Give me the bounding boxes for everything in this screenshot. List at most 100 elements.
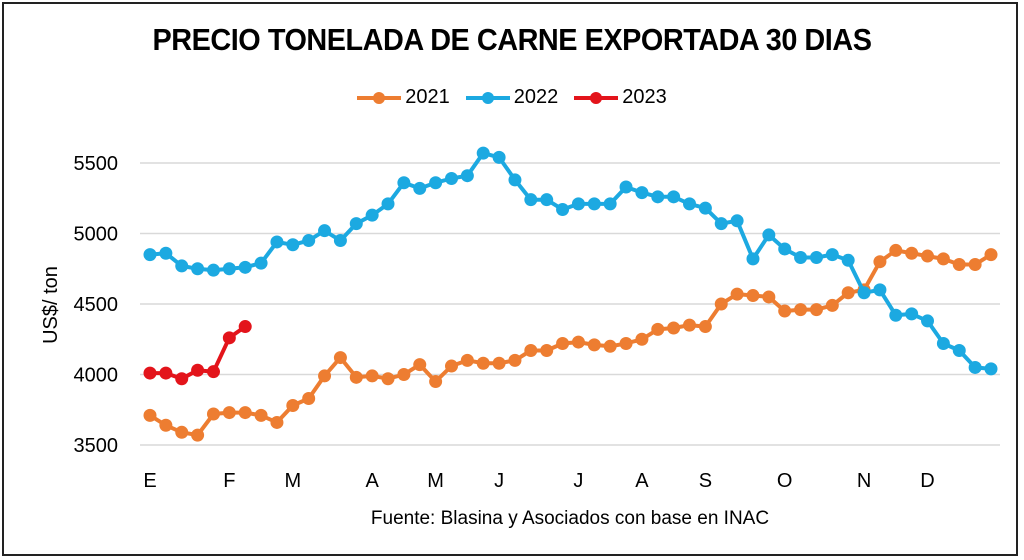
data-point-2021: [476, 356, 490, 370]
data-point-2022: [333, 234, 347, 248]
legend-label-2023: 2023: [622, 86, 667, 108]
y-tick-label: 3500: [74, 435, 119, 457]
data-point-2022: [270, 235, 284, 249]
data-point-2021: [191, 428, 205, 442]
data-point-2022: [841, 253, 855, 267]
data-point-2022: [746, 252, 760, 266]
series-2021: [143, 243, 998, 442]
data-point-2021: [460, 353, 474, 367]
data-point-2022: [873, 283, 887, 297]
gridlines: [140, 162, 1000, 446]
data-point-2021: [397, 368, 411, 381]
x-tick-label: J: [573, 470, 583, 492]
data-point-2021: [413, 358, 427, 372]
data-point-2023: [159, 366, 173, 380]
data-point-2022: [635, 186, 649, 200]
data-point-2021: [651, 322, 665, 336]
data-point-2022: [809, 250, 823, 264]
data-point-2022: [349, 217, 363, 231]
data-point-2022: [889, 308, 903, 322]
data-point-2021: [524, 344, 538, 358]
legend: 2021 2022 2023: [0, 86, 1024, 109]
data-point-2022: [984, 362, 998, 376]
data-point-2022: [429, 176, 443, 190]
data-point-2021: [238, 406, 252, 420]
series-group: [143, 146, 998, 442]
data-point-2022: [603, 197, 617, 211]
data-point-2022: [206, 263, 220, 277]
data-point-2021: [444, 359, 458, 373]
data-point-2022: [524, 193, 538, 207]
legend-label-2021: 2021: [405, 86, 450, 108]
data-point-2022: [302, 234, 316, 248]
x-tick-label: N: [857, 470, 871, 492]
data-point-2021: [794, 303, 808, 317]
legend-marker-2022: [465, 88, 510, 108]
data-point-2022: [683, 197, 697, 211]
data-point-2022: [222, 262, 236, 276]
data-point-2023: [222, 331, 236, 345]
data-point-2021: [603, 339, 617, 353]
data-point-2021: [540, 344, 554, 358]
data-point-2022: [238, 260, 252, 274]
data-point-2022: [492, 150, 506, 164]
series-line-2021: [148, 248, 993, 438]
data-point-2021: [809, 303, 823, 317]
data-point-2021: [492, 356, 506, 370]
data-point-2022: [905, 307, 919, 321]
x-tick-label: F: [223, 470, 235, 492]
data-point-2021: [714, 297, 728, 311]
data-point-2022: [778, 242, 792, 256]
data-point-2022: [667, 190, 681, 204]
data-point-2022: [921, 314, 935, 328]
data-point-2022: [794, 250, 808, 264]
data-point-2021: [762, 290, 776, 304]
data-point-2022: [413, 181, 427, 195]
data-point-2021: [429, 375, 443, 389]
data-point-2021: [556, 336, 570, 350]
data-point-2022: [651, 190, 665, 204]
data-point-2021: [381, 372, 395, 386]
data-point-2021: [825, 298, 839, 312]
data-point-2022: [159, 246, 173, 260]
data-point-2022: [730, 214, 744, 228]
x-tick-label: A: [635, 470, 649, 492]
y-tick-label: 5500: [74, 153, 119, 175]
source-note: Fuente: Blasina y Asociados con base en …: [370, 508, 770, 529]
data-point-2022: [857, 286, 871, 300]
data-point-2022: [508, 173, 522, 187]
data-point-2021: [889, 243, 903, 257]
data-point-2022: [936, 336, 950, 350]
x-tick-label: O: [777, 470, 793, 492]
data-point-2021: [841, 286, 855, 300]
data-point-2022: [619, 180, 633, 194]
data-point-2022: [318, 224, 332, 238]
data-point-2022: [381, 197, 395, 211]
y-axis-label: US$/ ton: [40, 266, 62, 344]
data-point-2022: [556, 203, 570, 217]
x-tick-label: D: [920, 470, 934, 492]
y-tick-label: 5000: [74, 224, 119, 246]
data-point-2022: [143, 248, 157, 262]
y-tick-label: 4000: [74, 365, 119, 387]
data-point-2021: [254, 408, 268, 422]
data-point-2021: [730, 287, 744, 301]
data-point-2022: [397, 176, 411, 190]
data-point-2022: [825, 248, 839, 262]
data-point-2022: [540, 193, 554, 207]
data-point-2023: [238, 320, 252, 334]
data-point-2021: [984, 248, 998, 262]
y-tick-labels: 3500 4000 4500 5000 5500: [74, 153, 119, 457]
data-point-2021: [698, 320, 712, 334]
data-point-2021: [635, 332, 649, 346]
data-point-2022: [444, 172, 458, 186]
x-tick-label: A: [365, 470, 379, 492]
y-tick-label: 4500: [74, 294, 119, 316]
data-point-2021: [365, 369, 379, 383]
series-2022: [143, 146, 998, 376]
data-point-2021: [571, 335, 585, 349]
legend-item-2023: 2023: [574, 86, 667, 109]
chart-title: PRECIO TONELADA DE CARNE EXPORTADA 30 DI…: [152, 22, 872, 57]
